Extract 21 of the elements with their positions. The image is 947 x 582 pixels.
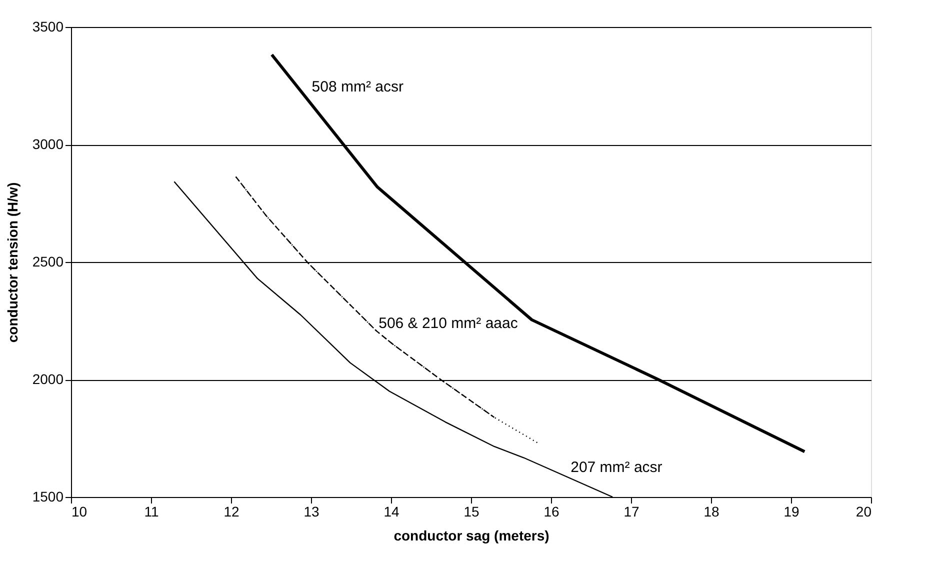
y-axis-title: conductor tension (H/w): [4, 182, 20, 343]
x-tick-label: 12: [224, 504, 240, 520]
y-tick-label: 2500: [32, 254, 64, 270]
y-tick-label: 2000: [32, 371, 64, 387]
y-tick-label: 3500: [32, 18, 64, 34]
series-label: 506 & 210 mm² aaac: [378, 315, 518, 332]
x-tick-label: 14: [384, 504, 400, 520]
y-tick-label: 3000: [32, 136, 64, 152]
x-tick-label: 11: [144, 504, 159, 520]
x-tick-label: 17: [624, 504, 640, 520]
series-label: 508 mm² acsr: [312, 78, 404, 96]
x-tick-label: 15: [464, 504, 480, 520]
x-tick-label: 19: [784, 504, 800, 520]
x-tick-label: 10: [72, 504, 88, 520]
x-tick-label: 20: [856, 504, 872, 520]
x-tick-label: 18: [704, 504, 720, 520]
y-tick-label: 1500: [32, 488, 64, 504]
x-tick-label: 16: [544, 504, 560, 520]
x-axis-title: conductor sag (meters): [394, 528, 550, 544]
x-tick-label: 13: [304, 504, 320, 520]
series-label: 207 mm² acsr: [570, 459, 662, 476]
